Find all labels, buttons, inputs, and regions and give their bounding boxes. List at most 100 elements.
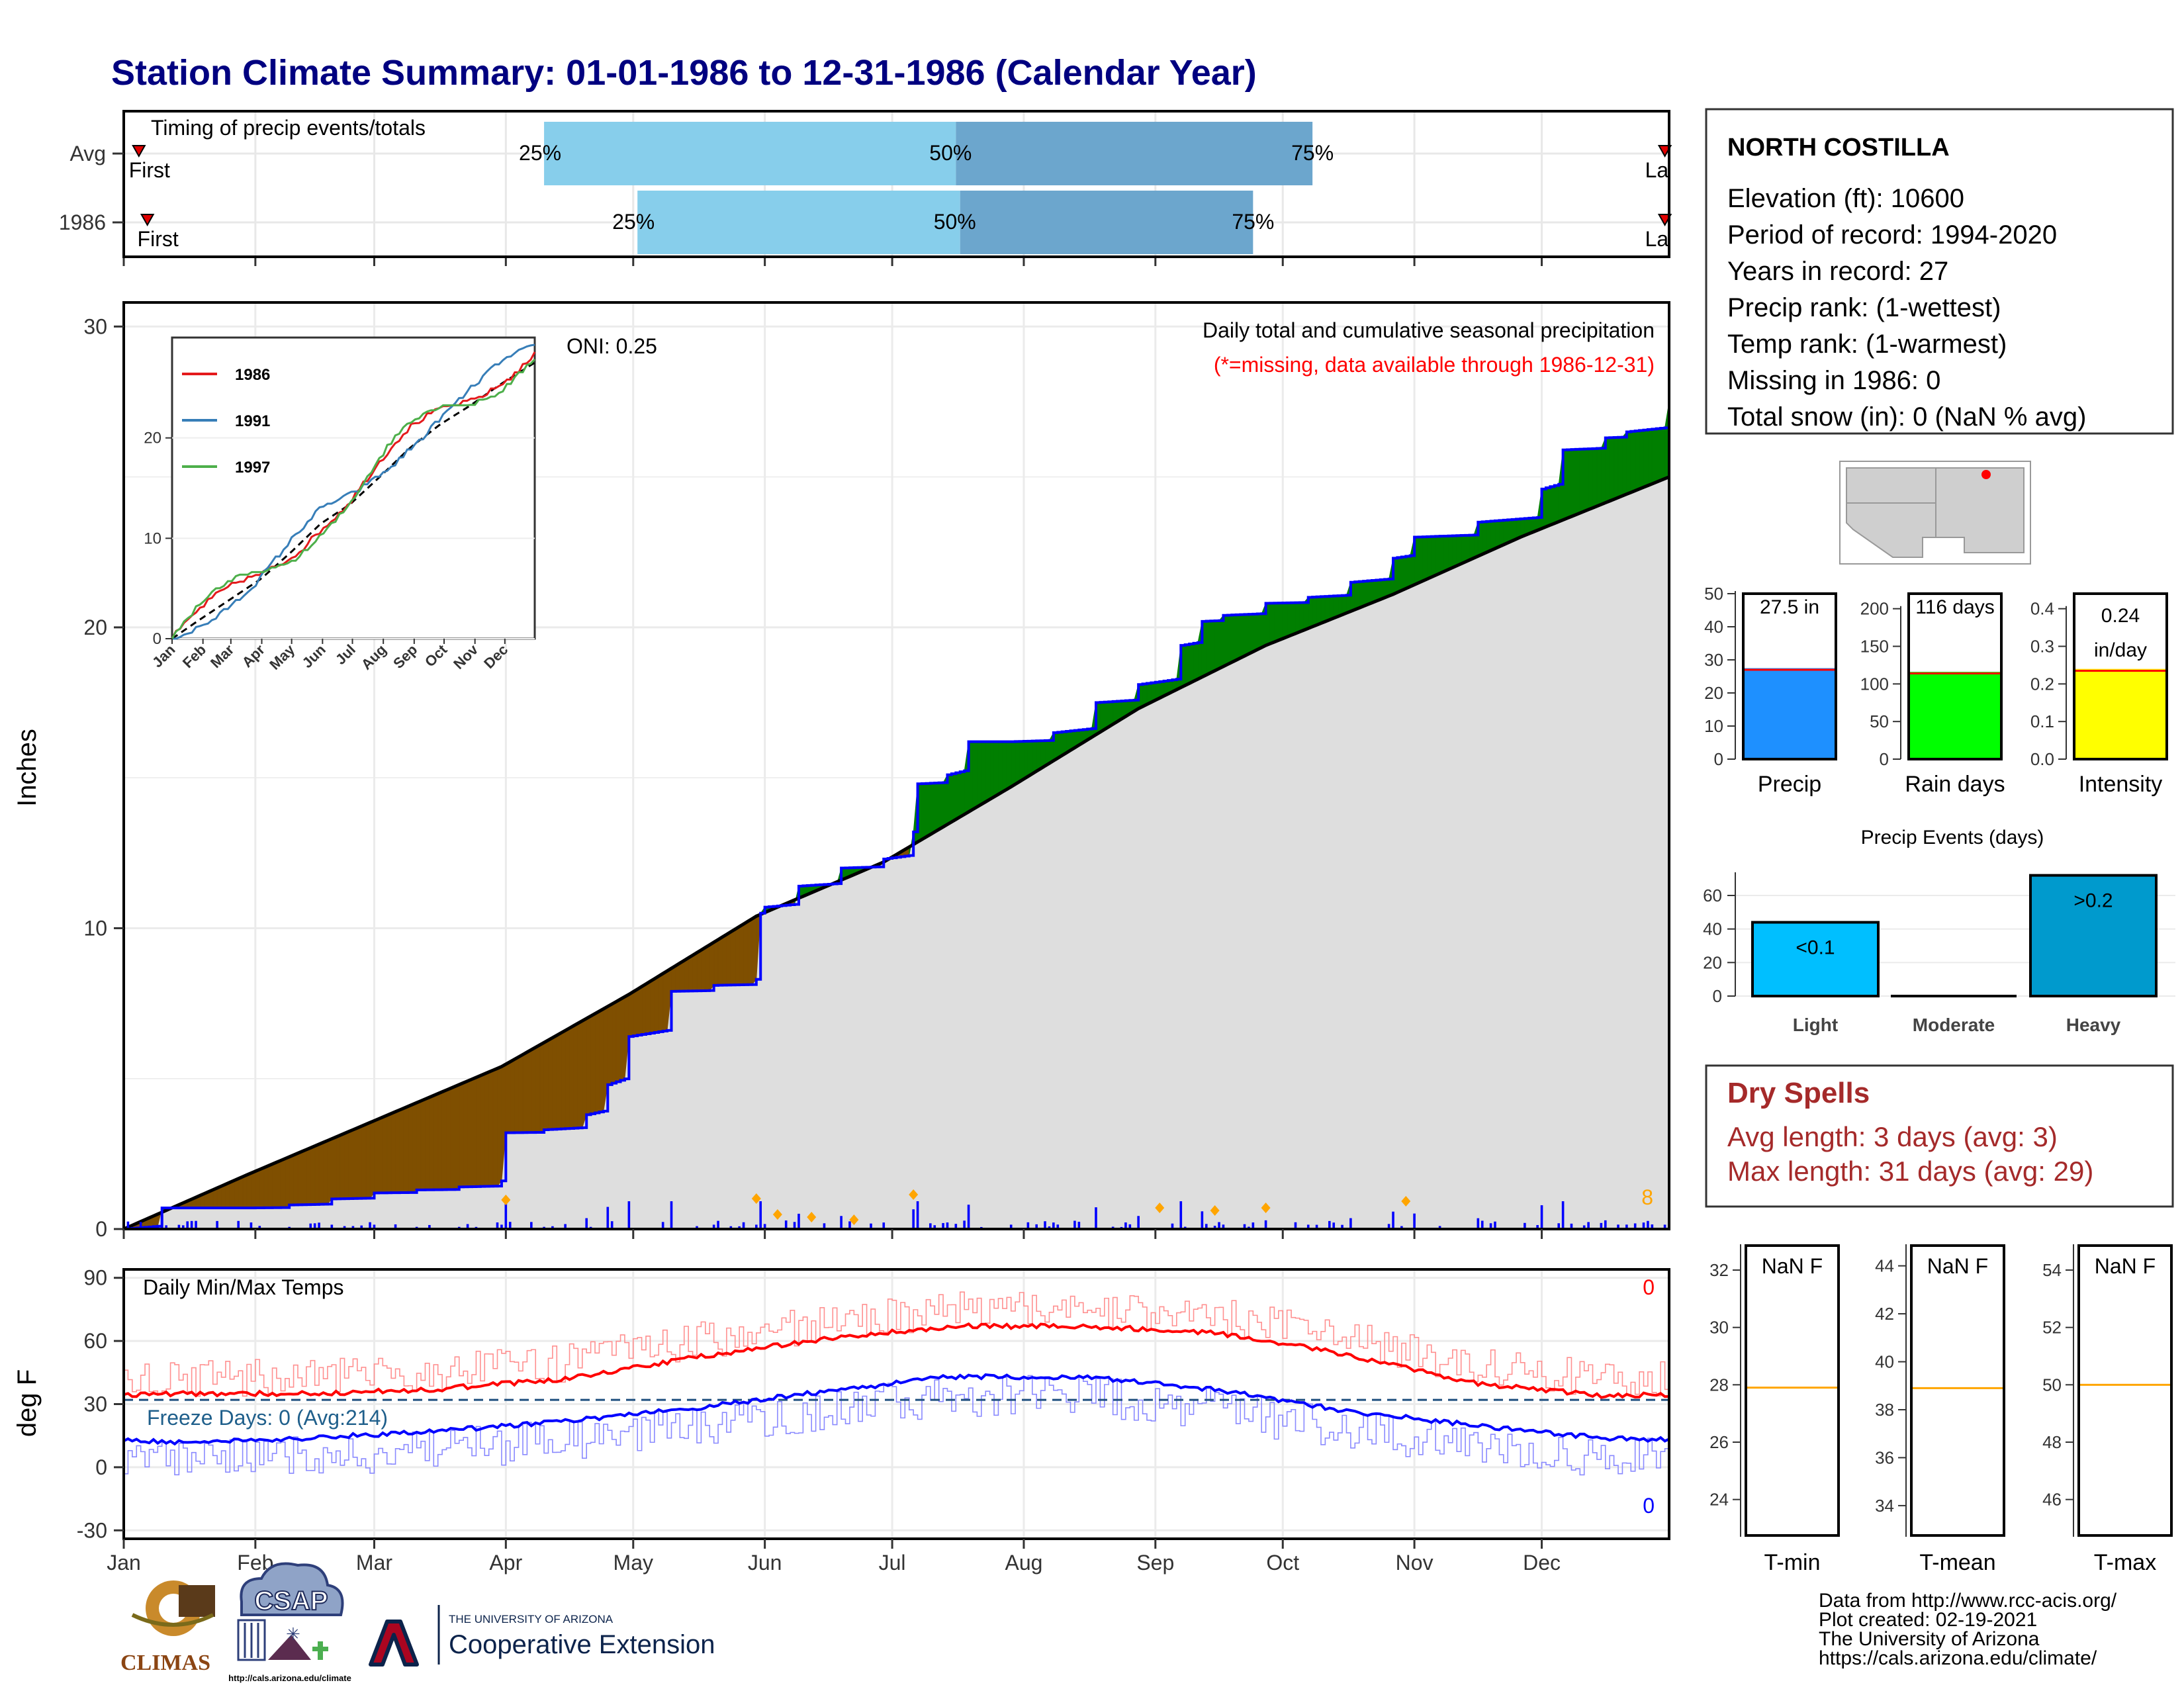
timing-panel: 25% 50% 75% First Last 25% 50% 75% First Last Tim…: [59, 110, 1686, 266]
deficit-area: [310, 1145, 316, 1205]
min-temp-count: 0: [1643, 1494, 1655, 1518]
surplus-area: [1291, 602, 1296, 636]
month-label-oct: Oct: [1266, 1551, 1299, 1575]
temp-box-frame: [1910, 1244, 2005, 1537]
deficit-area: [565, 1027, 570, 1129]
daily-precip-bar: [712, 1224, 715, 1229]
deficit-area: [679, 960, 685, 992]
temp-box-ytick-label: 54: [2042, 1260, 2062, 1280]
summary-ytick-label: 10: [1704, 716, 1723, 736]
daily-precip-bar: [1341, 1224, 1343, 1229]
summary-value-unit-label: in/day: [2094, 639, 2147, 661]
daily-precip-bar: [1044, 1221, 1046, 1229]
deficit-area: [607, 1003, 613, 1085]
daily-precip-bar: [1536, 1224, 1539, 1229]
deficit-area: [272, 1162, 277, 1209]
daily-precip-bar: [763, 1224, 766, 1229]
daily-precip-bar: [177, 1224, 181, 1229]
deficit-area: [527, 1049, 532, 1133]
surplus-area: [1371, 580, 1377, 604]
month-label-mar: Mar: [356, 1551, 392, 1575]
daily-precip-bar: [309, 1223, 312, 1229]
daily-precip-bar: [1561, 1201, 1565, 1229]
temp-box-ytick-label: 36: [1875, 1447, 1894, 1467]
summary-bar-intensity: [2074, 668, 2167, 759]
daily-precip-bar: [1625, 1224, 1628, 1229]
events-ytick-label: 40: [1703, 919, 1722, 939]
surplus-area: [1248, 614, 1253, 655]
timing-first-label: First: [138, 227, 179, 251]
surplus-area: [1210, 620, 1216, 674]
event-category-label: Moderate: [1913, 1015, 1995, 1035]
deficit-area: [628, 991, 634, 1037]
surplus-area: [1040, 740, 1046, 769]
footer-line-url: https://cals.arizona.edu/climate/: [1819, 1647, 2097, 1669]
temp-ylabel: deg F: [13, 1369, 42, 1437]
timing-last-label: Last: [1645, 158, 1686, 182]
summary-bar-frame: [2073, 592, 2168, 760]
daily-precip-bar: [963, 1220, 966, 1229]
daily-precip-bar: [496, 1222, 499, 1229]
summary-ytick-label: 0.4: [2030, 599, 2054, 619]
precip-events-chart: Precip Events (days) 0 20 40 60 <0.1 Light Mod…: [1703, 827, 2175, 1035]
daily-precip-bar: [1524, 1222, 1526, 1229]
deficit-area: [382, 1115, 388, 1193]
daily-precip-bar: [1663, 1224, 1666, 1229]
surplus-area: [1617, 437, 1623, 498]
daily-precip-bar: [1201, 1211, 1204, 1229]
temp-ytick-label: -30: [77, 1518, 107, 1542]
daily-precip-bar: [360, 1225, 363, 1229]
month-label-may: May: [614, 1551, 653, 1575]
ua-line1: THE UNIVERSITY OF ARIZONA: [449, 1613, 614, 1625]
heavy-event-marker: [909, 1189, 919, 1200]
daily-precip-bar: [870, 1223, 872, 1229]
summary-ytick-label: 0.3: [2030, 637, 2054, 657]
csap-url: http://cals.arizona.edu/climate: [228, 1673, 351, 1683]
daily-precip-bar: [1349, 1218, 1352, 1229]
surplus-area: [998, 741, 1003, 795]
event-bar-label: >0.2: [2073, 890, 2113, 912]
deficit-area: [403, 1105, 409, 1193]
timing-first-label: First: [129, 158, 170, 182]
daily-precip-bar: [190, 1220, 193, 1229]
oni-label: ONI: 0.25: [567, 334, 657, 358]
timing-row-avg-label: Avg: [69, 142, 106, 165]
surplus-area: [926, 782, 931, 838]
deficit-area: [429, 1095, 434, 1191]
deficit-area: [747, 918, 752, 985]
deficit-area: [242, 1174, 248, 1209]
max-temp-count: 0: [1643, 1275, 1655, 1299]
surplus-area: [921, 783, 927, 841]
average-cumulative-line: [122, 475, 1670, 1231]
precip-ytick-label: 10: [83, 916, 107, 940]
temp-box-ytick-label: 30: [1709, 1318, 1729, 1338]
surplus-area: [1456, 535, 1462, 567]
surplus-area: [1647, 428, 1653, 486]
deficit-area: [459, 1082, 464, 1187]
daily-precip-bar: [564, 1224, 567, 1229]
summary-value-label: 0.24: [2101, 605, 2140, 627]
daily-precip-bar: [1128, 1224, 1132, 1229]
daily-precip-bar: [717, 1220, 719, 1229]
surplus-area: [1439, 535, 1445, 574]
deficit-area: [514, 1056, 519, 1133]
surplus-area: [1554, 484, 1559, 524]
deficit-area: [633, 988, 638, 1036]
surplus-area: [1660, 427, 1665, 481]
month-label-nov: Nov: [1396, 1551, 1433, 1575]
csap-logo: CSAP ✳ http://cals.arizona.edu/climate: [228, 1562, 351, 1683]
deficit-area: [717, 937, 723, 986]
surplus-area: [1575, 449, 1580, 516]
locator-map: [1839, 461, 2031, 565]
deficit-area: [510, 1058, 515, 1133]
summary-bar-precip: [1743, 668, 1836, 759]
deficit-area: [599, 1008, 604, 1113]
daily-precip-bar: [216, 1220, 218, 1229]
station-line-precip-rank: Precip rank: (1-wettest): [1727, 293, 2001, 322]
daily-precip-bar: [929, 1223, 932, 1229]
timing-title: Timing of precip events/totals: [151, 116, 426, 140]
station-name: NORTH COSTILLA: [1727, 134, 1950, 161]
station-line-elevation: Elevation (ft): 10600: [1727, 184, 1964, 213]
deficit-area: [387, 1113, 392, 1193]
